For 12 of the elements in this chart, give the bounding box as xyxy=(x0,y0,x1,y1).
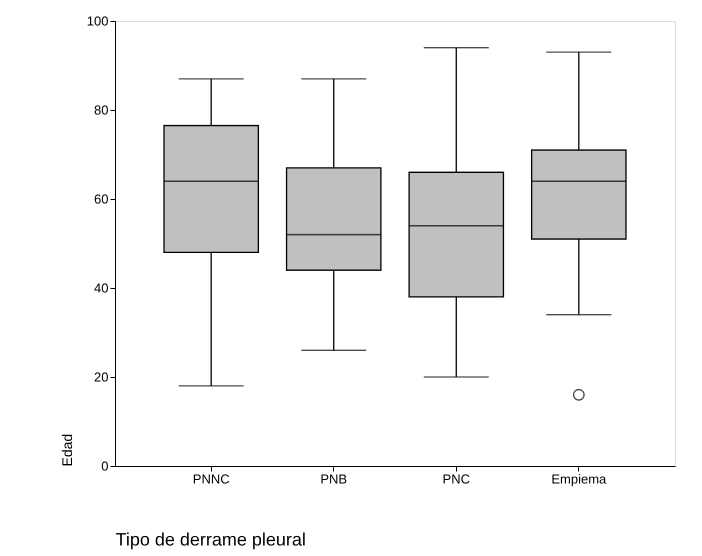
y-tick-label: 20 xyxy=(94,370,108,384)
y-tick-label: 80 xyxy=(94,102,108,118)
x-tick-label: PNNC xyxy=(192,472,230,486)
x-axis-title: Tipo de derrame pleural xyxy=(116,530,306,550)
y-tick-label: 0 xyxy=(101,458,108,474)
x-tick-label: PNB xyxy=(320,472,348,486)
x-tick-label: PNC xyxy=(442,472,470,486)
y-tick-label: 100 xyxy=(86,14,108,28)
y-axis-title: Edad xyxy=(58,434,75,466)
y-tick-label: 60 xyxy=(94,192,108,206)
x-tick-label: Empiema xyxy=(551,472,608,486)
y-tick-label: 40 xyxy=(94,280,108,296)
